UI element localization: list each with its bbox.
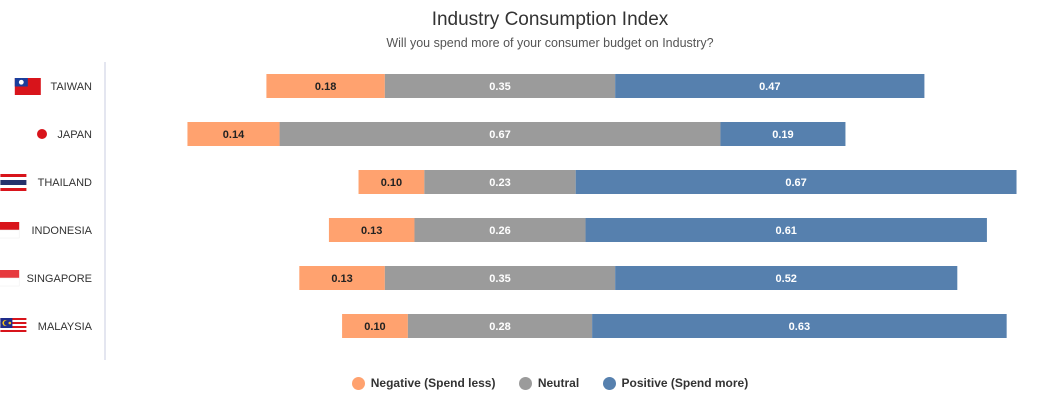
category-label-malaysia: MALAYSIA bbox=[38, 321, 93, 333]
legend-item-positive[interactable]: Positive (Spend more) bbox=[603, 376, 749, 390]
data-label-malaysia-positive: 0.63 bbox=[789, 321, 810, 333]
data-label-taiwan-neutral: 0.35 bbox=[489, 81, 510, 93]
singapore-flag-icon bbox=[0, 270, 19, 286]
data-label-taiwan-positive: 0.47 bbox=[759, 81, 780, 93]
legend-label-positive: Positive (Spend more) bbox=[622, 376, 749, 390]
category-label-thailand: THAILAND bbox=[38, 177, 92, 189]
legend-swatch-neutral bbox=[519, 377, 532, 390]
legend-label-negative: Negative (Spend less) bbox=[371, 376, 496, 390]
data-label-thailand-neutral: 0.23 bbox=[489, 177, 510, 189]
data-label-japan-positive: 0.19 bbox=[772, 129, 793, 141]
legend-swatch-positive bbox=[603, 377, 616, 390]
data-label-japan-neutral: 0.67 bbox=[489, 129, 510, 141]
indonesia-flag-icon bbox=[0, 222, 19, 238]
data-label-indonesia-positive: 0.61 bbox=[776, 225, 797, 237]
taiwan-flag-icon bbox=[15, 78, 41, 95]
data-label-malaysia-negative: 0.10 bbox=[364, 321, 385, 333]
data-label-indonesia-negative: 0.13 bbox=[361, 225, 382, 237]
data-label-singapore-positive: 0.52 bbox=[776, 273, 797, 285]
data-label-indonesia-neutral: 0.26 bbox=[489, 225, 510, 237]
data-label-malaysia-neutral: 0.28 bbox=[489, 321, 510, 333]
thailand-flag-icon bbox=[0, 174, 26, 191]
category-label-indonesia: INDONESIA bbox=[31, 225, 92, 237]
malaysia-flag-icon bbox=[0, 318, 26, 334]
data-label-taiwan-negative: 0.18 bbox=[315, 81, 336, 93]
japan-flag-icon bbox=[37, 129, 47, 139]
chart-plot: TAIWAN 0.18 0.35 0.47 JAPAN 0.14 0.67 0.19 THAIL… bbox=[0, 0, 1038, 370]
data-label-singapore-negative: 0.13 bbox=[331, 273, 352, 285]
data-label-thailand-negative: 0.10 bbox=[381, 177, 402, 189]
data-label-singapore-neutral: 0.35 bbox=[489, 273, 510, 285]
data-label-thailand-positive: 0.67 bbox=[785, 177, 806, 189]
legend-label-neutral: Neutral bbox=[538, 376, 579, 390]
data-label-japan-negative: 0.14 bbox=[223, 129, 245, 141]
legend-swatch-negative bbox=[352, 377, 365, 390]
category-label-japan: JAPAN bbox=[57, 129, 92, 141]
category-label-singapore: SINGAPORE bbox=[27, 273, 92, 285]
legend-item-neutral[interactable]: Neutral bbox=[519, 376, 579, 390]
chart-legend: Negative (Spend less) Neutral Positive (… bbox=[0, 376, 1038, 393]
legend-item-negative[interactable]: Negative (Spend less) bbox=[352, 376, 496, 390]
category-label-taiwan: TAIWAN bbox=[50, 81, 92, 93]
